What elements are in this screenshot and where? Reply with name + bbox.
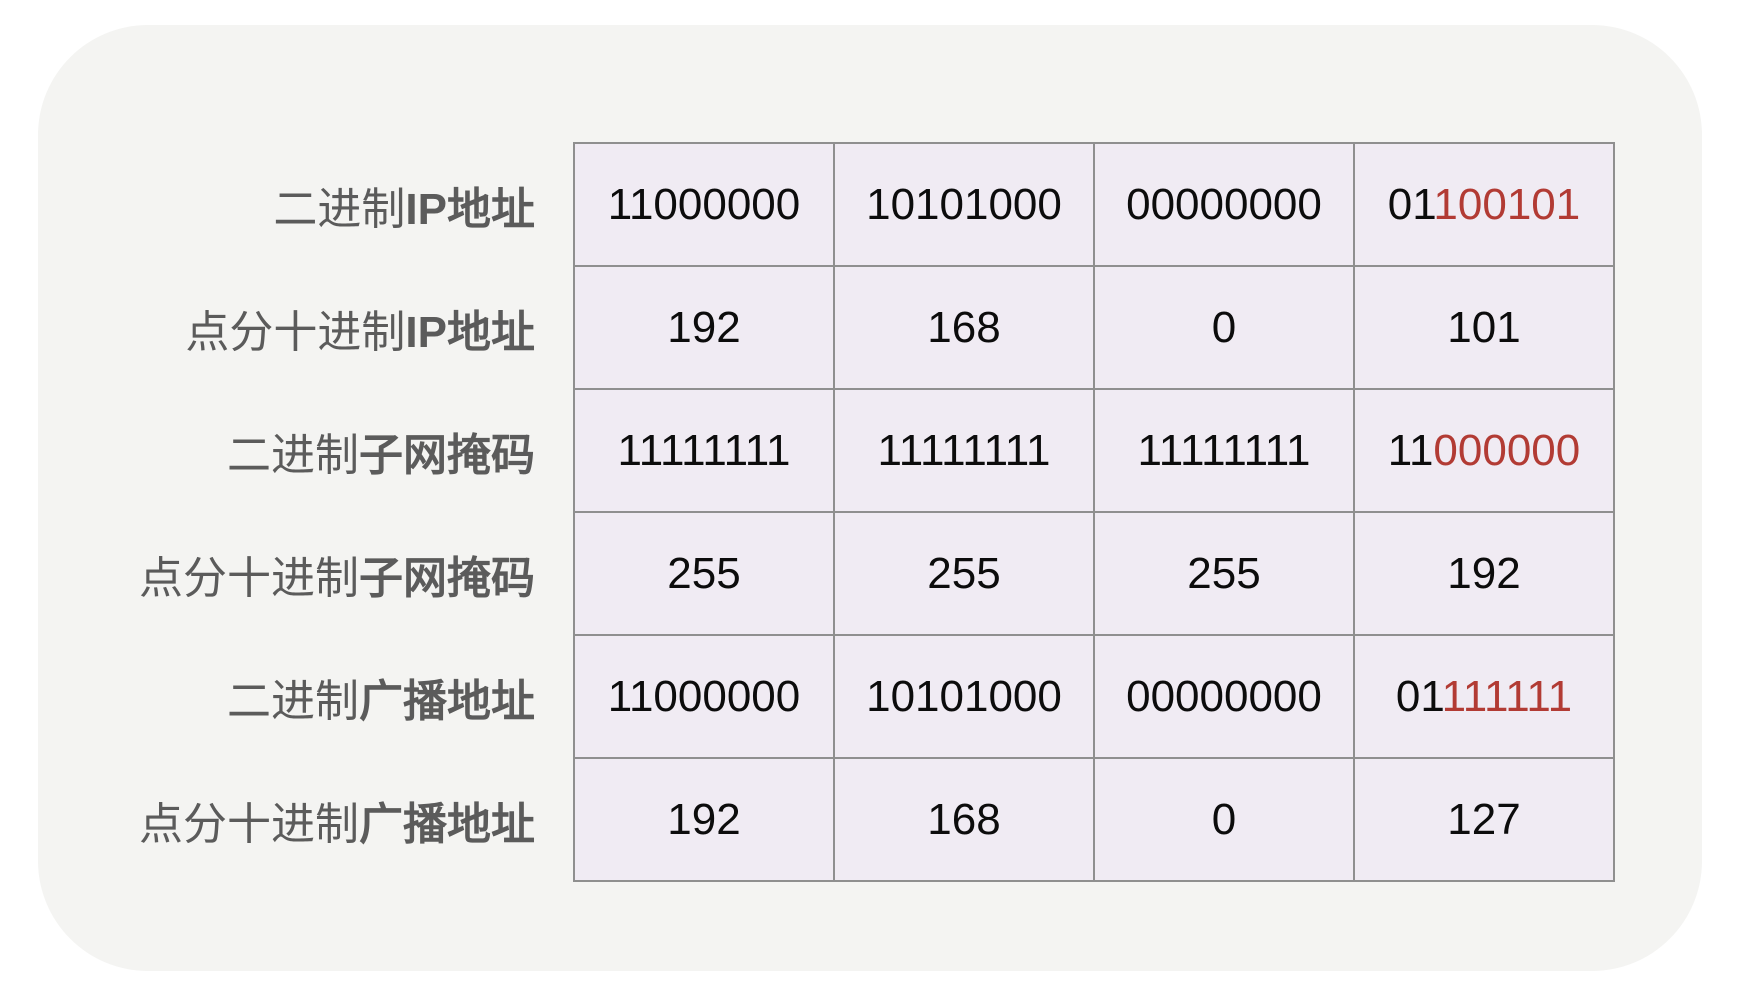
octet-value: 192 bbox=[1447, 548, 1521, 598]
octet-value: 11111111 bbox=[1137, 425, 1311, 475]
octet-cell-3: 0 bbox=[1093, 265, 1355, 390]
octet-value: 11 bbox=[1387, 425, 1434, 475]
octet-cell-2: 255 bbox=[833, 511, 1095, 636]
octet-cell-3: 00000000 bbox=[1093, 142, 1355, 267]
row-label-prefix: 点分十进制 bbox=[139, 553, 359, 603]
octet-cell-2: 168 bbox=[833, 265, 1095, 390]
table-row-binary-ip-address: 二进制IP地址 11000000 10101000 00000000 01100… bbox=[128, 142, 1615, 267]
octet-cell-1: 192 bbox=[573, 265, 835, 390]
rounded-panel: 二进制IP地址 11000000 10101000 00000000 01100… bbox=[38, 25, 1702, 971]
octet-value: 255 bbox=[927, 548, 1001, 598]
host-bits-red-value: 000000 bbox=[1433, 425, 1581, 475]
row-label-bold: 广播地址 bbox=[359, 676, 535, 726]
octet-value: 0 bbox=[1211, 302, 1237, 352]
octet-value: 255 bbox=[1187, 548, 1261, 598]
table-row-dotted-decimal-subnet-mask: 点分十进制子网掩码 255 255 255 192 bbox=[128, 511, 1615, 636]
octet-cell-2: 168 bbox=[833, 757, 1095, 882]
octet-value: 192 bbox=[667, 794, 741, 844]
octet-value: 11111111 bbox=[877, 425, 1051, 475]
octet-cell-3: 255 bbox=[1093, 511, 1355, 636]
row-label: 点分十进制广播地址 bbox=[128, 758, 574, 881]
octet-value: 168 bbox=[927, 794, 1001, 844]
octet-cell-2: 11111111 bbox=[833, 388, 1095, 513]
table-row-dotted-decimal-broadcast-address: 点分十进制广播地址 192 168 0 127 bbox=[128, 757, 1615, 882]
row-label: 二进制IP地址 bbox=[128, 143, 574, 266]
row-label-bold: IP地址 bbox=[405, 184, 535, 234]
octet-value: 01 bbox=[1395, 671, 1442, 721]
octet-cell-4: 101 bbox=[1353, 265, 1615, 390]
octet-value: 11111111 bbox=[617, 425, 791, 475]
octet-value: 255 bbox=[667, 548, 741, 598]
octet-cell-4: 192 bbox=[1353, 511, 1615, 636]
octet-cell-1: 11000000 bbox=[573, 634, 835, 759]
octet-value: 0 bbox=[1211, 794, 1237, 844]
row-label: 点分十进制IP地址 bbox=[128, 266, 574, 389]
octet-value: 00000000 bbox=[1126, 671, 1322, 721]
octet-cell-1: 192 bbox=[573, 757, 835, 882]
row-label-bold: 广播地址 bbox=[359, 799, 535, 849]
octet-cell-4: 127 bbox=[1353, 757, 1615, 882]
octet-value: 168 bbox=[927, 302, 1001, 352]
row-label-prefix: 二进制 bbox=[273, 184, 406, 234]
row-label-bold: IP地址 bbox=[405, 307, 535, 357]
octet-value: 00000000 bbox=[1126, 179, 1322, 229]
octet-cell-4: 11000000 bbox=[1353, 388, 1615, 513]
subnetting-table: 二进制IP地址 11000000 10101000 00000000 01100… bbox=[128, 142, 1615, 882]
host-bits-red-value: 111111 bbox=[1441, 671, 1573, 721]
octet-cell-3: 11111111 bbox=[1093, 388, 1355, 513]
octet-cell-2: 10101000 bbox=[833, 142, 1095, 267]
octet-cell-4: 01111111 bbox=[1353, 634, 1615, 759]
table-row-binary-subnet-mask: 二进制子网掩码 11111111 11111111 11111111 11000… bbox=[128, 388, 1615, 513]
row-label-prefix: 二进制 bbox=[227, 676, 359, 726]
host-bits-red-value: 100101 bbox=[1433, 179, 1581, 229]
table-row-binary-broadcast-address: 二进制广播地址 11000000 10101000 00000000 01111… bbox=[128, 634, 1615, 759]
table-row-dotted-decimal-ip-address: 点分十进制IP地址 192 168 0 101 bbox=[128, 265, 1615, 390]
row-label: 二进制子网掩码 bbox=[128, 389, 574, 512]
row-label-prefix: 二进制 bbox=[227, 430, 359, 480]
row-label-bold: 子网掩码 bbox=[359, 430, 535, 480]
octet-cell-3: 00000000 bbox=[1093, 634, 1355, 759]
octet-cell-2: 10101000 bbox=[833, 634, 1095, 759]
octet-value: 10101000 bbox=[866, 179, 1062, 229]
octet-value: 127 bbox=[1447, 794, 1521, 844]
octet-cell-1: 255 bbox=[573, 511, 835, 636]
octet-value: 192 bbox=[667, 302, 741, 352]
row-label: 二进制广播地址 bbox=[128, 635, 574, 758]
row-label-prefix: 点分十进制 bbox=[139, 799, 359, 849]
row-label: 点分十进制子网掩码 bbox=[128, 512, 574, 635]
row-label-bold: 子网掩码 bbox=[359, 553, 535, 603]
subnetting-table-body: 二进制IP地址 11000000 10101000 00000000 01100… bbox=[128, 142, 1615, 882]
octet-value: 11000000 bbox=[607, 179, 801, 229]
octet-value: 101 bbox=[1447, 302, 1521, 352]
octet-cell-1: 11111111 bbox=[573, 388, 835, 513]
octet-value: 11000000 bbox=[607, 671, 801, 721]
octet-value: 10101000 bbox=[866, 671, 1062, 721]
octet-cell-4: 01100101 bbox=[1353, 142, 1615, 267]
octet-cell-3: 0 bbox=[1093, 757, 1355, 882]
row-label-prefix: 点分十进制 bbox=[185, 307, 406, 357]
octet-cell-1: 11000000 bbox=[573, 142, 835, 267]
octet-value: 01 bbox=[1387, 179, 1434, 229]
